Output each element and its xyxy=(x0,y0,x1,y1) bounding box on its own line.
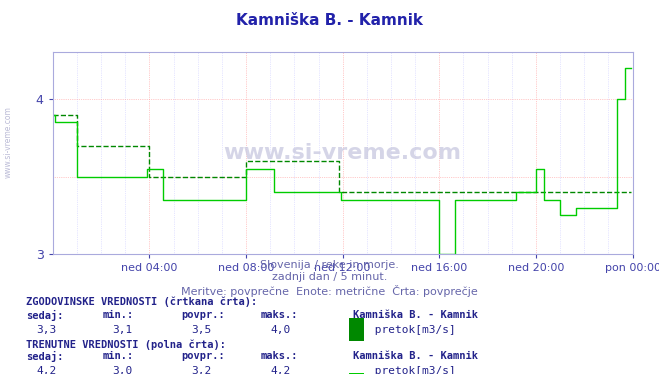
Text: sedaj:: sedaj: xyxy=(26,310,64,321)
Text: TRENUTNE VREDNOSTI (polna črta):: TRENUTNE VREDNOSTI (polna črta): xyxy=(26,339,226,350)
Text: pretok[m3/s]: pretok[m3/s] xyxy=(368,325,455,335)
Text: maks.:: maks.: xyxy=(260,310,298,320)
Text: maks.:: maks.: xyxy=(260,352,298,361)
Bar xyxy=(349,318,364,341)
Text: pretok[m3/s]: pretok[m3/s] xyxy=(368,366,455,374)
Text: Slovenija / reke in morje.: Slovenija / reke in morje. xyxy=(260,260,399,270)
Text: 3,0: 3,0 xyxy=(112,366,132,374)
Text: 4,2: 4,2 xyxy=(270,366,291,374)
Text: 3,3: 3,3 xyxy=(36,325,57,335)
Text: 3,1: 3,1 xyxy=(112,325,132,335)
Text: min.:: min.: xyxy=(102,352,133,361)
Text: Kamniška B. - Kamnik: Kamniška B. - Kamnik xyxy=(353,352,478,361)
Text: ZGODOVINSKE VREDNOSTI (črtkana črta):: ZGODOVINSKE VREDNOSTI (črtkana črta): xyxy=(26,297,258,307)
Text: www.si-vreme.com: www.si-vreme.com xyxy=(223,143,462,163)
Text: povpr.:: povpr.: xyxy=(181,310,225,320)
Text: www.si-vreme.com: www.si-vreme.com xyxy=(3,106,13,178)
Text: 3,2: 3,2 xyxy=(191,366,212,374)
Text: zadnji dan / 5 minut.: zadnji dan / 5 minut. xyxy=(272,272,387,282)
Bar xyxy=(349,373,364,374)
Text: Kamniška B. - Kamnik: Kamniška B. - Kamnik xyxy=(353,310,478,320)
Text: povpr.:: povpr.: xyxy=(181,352,225,361)
Text: sedaj:: sedaj: xyxy=(26,352,64,362)
Text: 3,5: 3,5 xyxy=(191,325,212,335)
Text: 4,2: 4,2 xyxy=(36,366,57,374)
Text: Kamniška B. - Kamnik: Kamniška B. - Kamnik xyxy=(236,13,423,28)
Text: min.:: min.: xyxy=(102,310,133,320)
Text: Meritve: povprečne  Enote: metrične  Črta: povprečje: Meritve: povprečne Enote: metrične Črta:… xyxy=(181,285,478,297)
Text: 4,0: 4,0 xyxy=(270,325,291,335)
